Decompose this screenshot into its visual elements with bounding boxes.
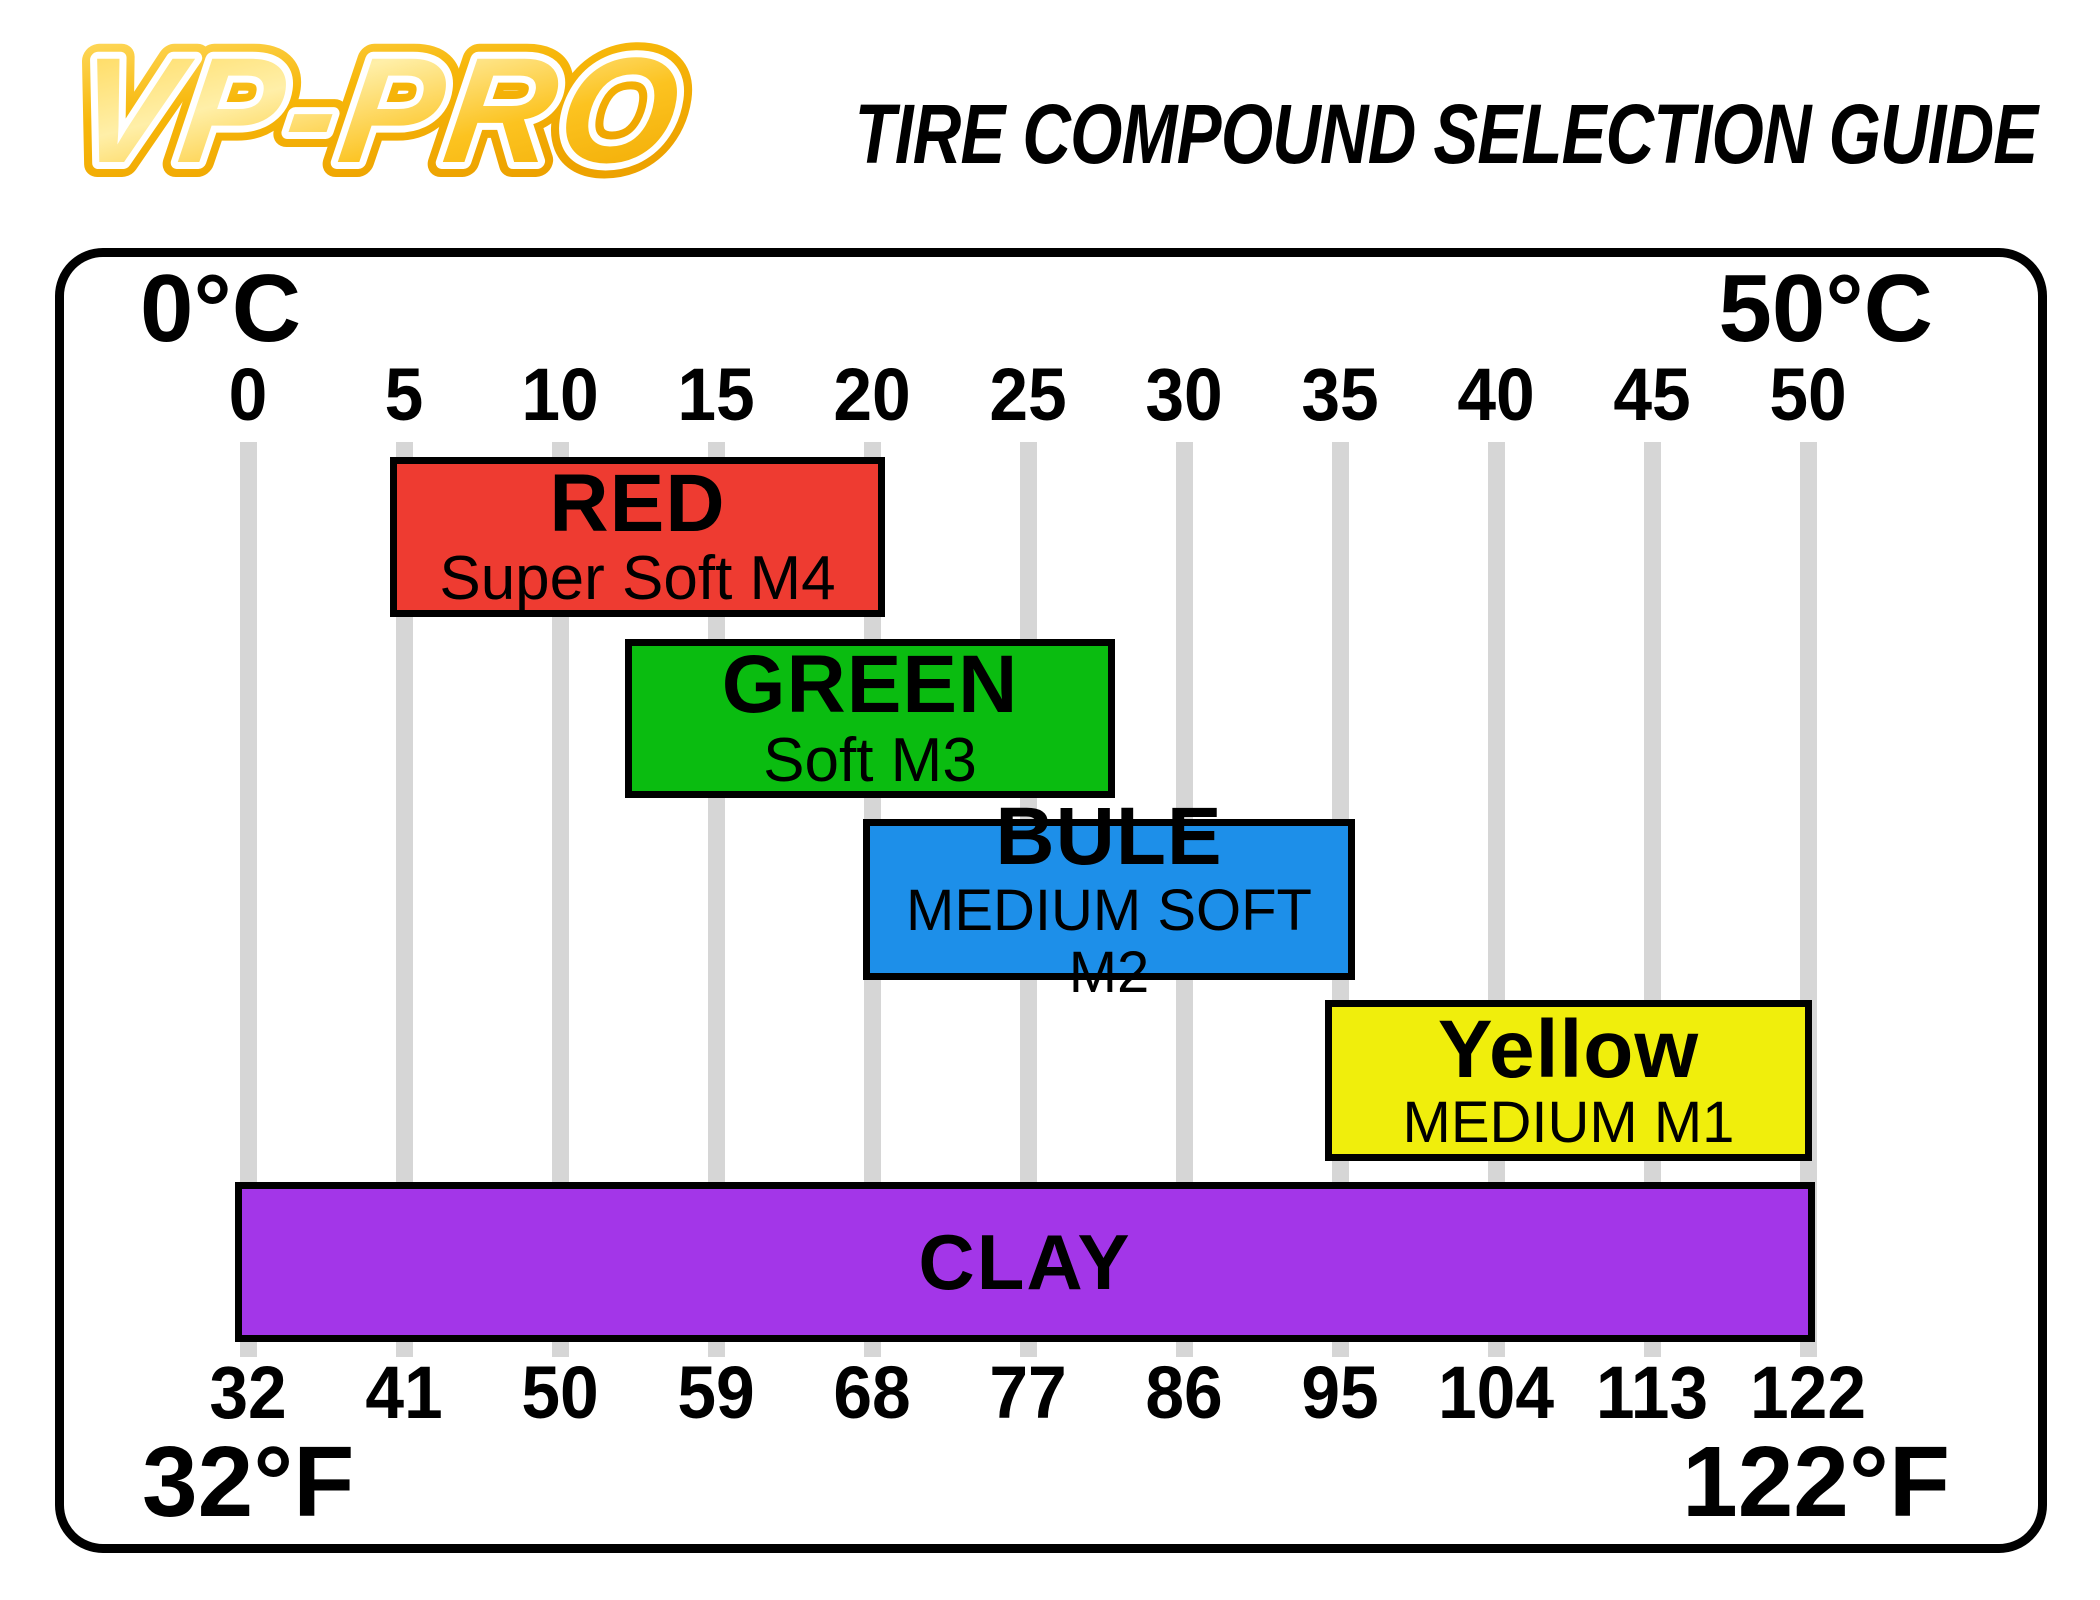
bar-blue-medium-soft-m2: BULE MEDIUM SOFT M2 (863, 794, 1355, 1004)
bar-name: Yellow (1437, 1003, 1700, 1095)
bar-compound: MEDIUM M1 (1402, 1089, 1735, 1155)
chart-area: 0°C 50°C 32°F 122°F 0 5 10 15 20 25 30 3… (55, 248, 2047, 1553)
fahrenheit-tick: 104 (1437, 1351, 1555, 1434)
bar-name: GREEN (721, 639, 1019, 731)
bar-name: BULE (995, 791, 1223, 883)
svg-text:VP-PRO: VP-PRO (66, 27, 695, 194)
bar-clay: CLAY (235, 1182, 1815, 1342)
celsius-tick: 40 (1457, 353, 1535, 436)
bar-red-super-soft-m4: RED Super Soft M4 (390, 457, 885, 617)
celsius-tick: 35 (1301, 353, 1379, 436)
gridline (396, 442, 413, 1357)
celsius-tick: 45 (1613, 353, 1691, 436)
celsius-tick: 0 (228, 353, 268, 436)
page-title: TIRE COMPOUND SELECTION GUIDE (854, 87, 2038, 181)
bar-yellow-medium-m1: Yellow MEDIUM M1 (1325, 1000, 1812, 1161)
fahrenheit-tick: 86 (1145, 1351, 1223, 1434)
bar-compound: MEDIUM SOFT M2 (906, 877, 1312, 1006)
celsius-max-label: 50°C (1718, 255, 1934, 362)
fahrenheit-tick: 122 (1749, 1351, 1867, 1434)
celsius-tick: 15 (677, 353, 755, 436)
bar-name: CLAY (918, 1217, 1132, 1306)
fahrenheit-tick: 32 (209, 1351, 287, 1434)
bar-green-soft-m3: GREEN Soft M3 (625, 639, 1115, 798)
fahrenheit-max-label: 122°F (1682, 1426, 1950, 1538)
celsius-min-label: 0°C (140, 255, 302, 362)
fahrenheit-tick: 50 (521, 1351, 599, 1434)
gridline (552, 442, 569, 1357)
celsius-tick: 50 (1769, 353, 1847, 436)
gridline (240, 442, 257, 1357)
vp-pro-logo: VP-PRO VP-PRO (50, 10, 720, 210)
celsius-tick: 5 (384, 353, 424, 436)
svg-text:VP-PRO: VP-PRO (66, 27, 695, 194)
fahrenheit-min-label: 32°F (142, 1426, 355, 1538)
bar-compound: Soft M3 (763, 725, 977, 795)
fahrenheit-tick: 77 (989, 1351, 1067, 1434)
celsius-tick: 20 (833, 353, 911, 436)
fahrenheit-tick: 59 (677, 1351, 755, 1434)
fahrenheit-tick: 41 (365, 1351, 443, 1434)
celsius-tick: 25 (989, 353, 1067, 436)
celsius-tick: 10 (521, 353, 599, 436)
fahrenheit-tick: 68 (833, 1351, 911, 1434)
vp-pro-logo-graphic: VP-PRO VP-PRO (51, 12, 710, 209)
fahrenheit-tick: 95 (1301, 1351, 1379, 1434)
bar-name: RED (549, 457, 726, 549)
bar-compound: Super Soft M4 (439, 544, 836, 614)
celsius-tick: 30 (1145, 353, 1223, 436)
fahrenheit-tick: 113 (1595, 1351, 1709, 1434)
